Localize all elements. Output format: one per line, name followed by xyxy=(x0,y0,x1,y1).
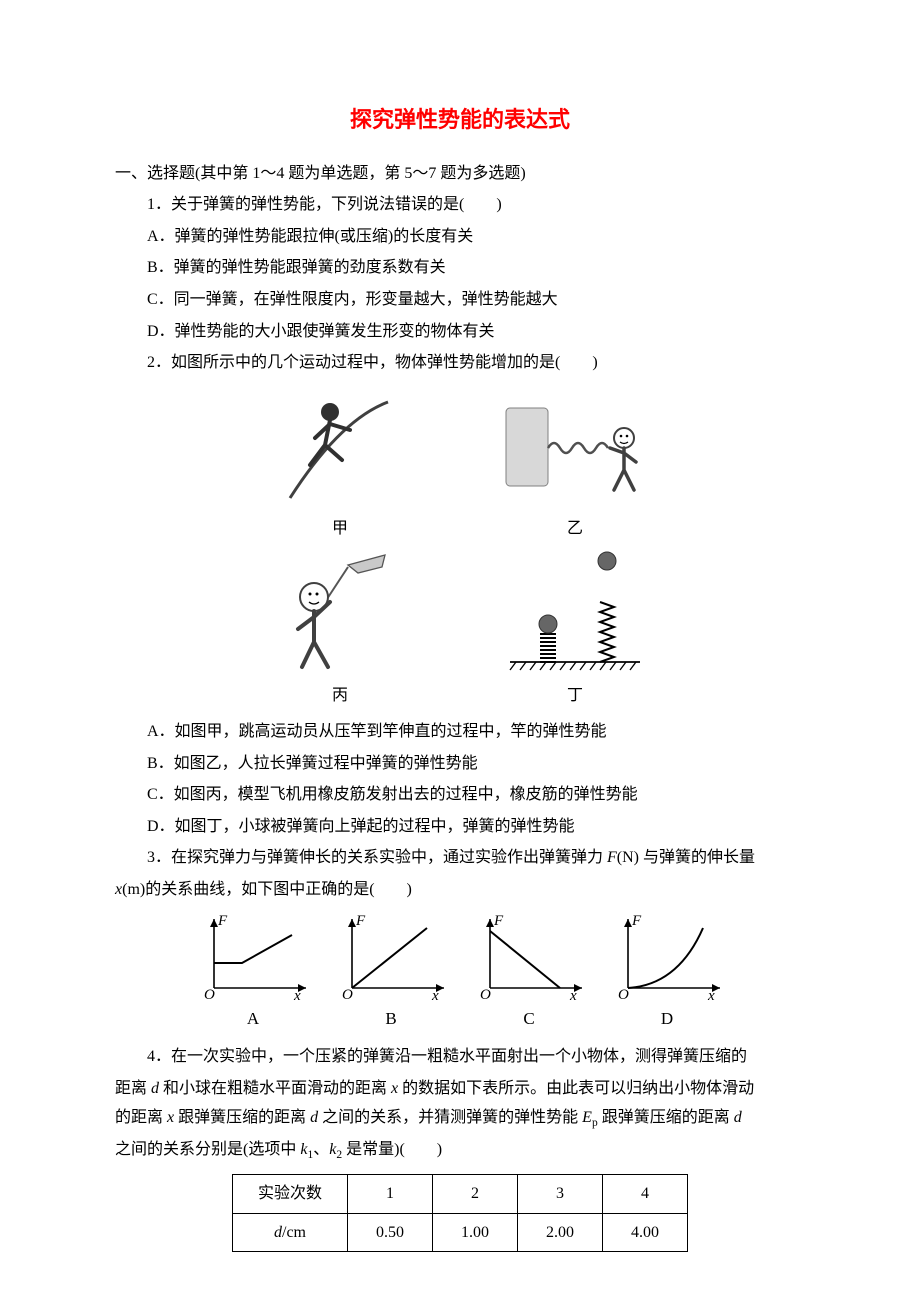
d-sym: d xyxy=(274,1224,282,1241)
q3-stem-mid1: (N) 与弹簧的伸长量 xyxy=(617,849,755,866)
table-hdr-3: 3 xyxy=(518,1175,603,1214)
q3-stem: 3．在探究弹力与弹簧伸长的关系实验中，通过实验作出弹簧弹力 F(N) 与弹簧的伸… xyxy=(115,843,805,873)
q3-stem-line2: x(m)的关系曲线，如下图中正确的是( ) xyxy=(115,875,805,905)
q3-cap-a: A xyxy=(247,1003,259,1034)
q2-fig-ding: 丁 xyxy=(500,547,650,711)
q3-plots-row: F O x A F O x xyxy=(115,913,805,1034)
q4-d3: d xyxy=(734,1109,742,1126)
q2-figures: 甲 乙 xyxy=(115,390,805,711)
q4-line2: 距离 d 和小球在粗糙水平面滑动的距离 x 的数据如下表所示。由此表可以归纳出小… xyxy=(115,1074,805,1104)
q4-l3-mid3: 跟弹簧压缩的距离 xyxy=(598,1109,734,1126)
q4-l2-mid1: 和小球在粗糙水平面滑动的距离 xyxy=(159,1080,391,1097)
table-d-2: 1.00 xyxy=(433,1213,518,1252)
table-d-label: d/cm xyxy=(233,1213,348,1252)
plot-a-x: x xyxy=(293,988,301,1001)
q2-opt-d: D．如图丁，小球被弹簧向上弹起的过程中，弹簧的弹性势能 xyxy=(115,812,805,842)
q4-l1-pre: 4．在一次实验中，一个压紧的弹簧沿一粗糙水平面射出一个小物体，测得弹簧压缩的 xyxy=(147,1048,747,1065)
page-title: 探究弹性势能的表达式 xyxy=(115,100,805,141)
q4-line4: 之间的关系分别是(选项中 k1、k2 是常量)( ) xyxy=(115,1135,805,1166)
q2-cap-ding: 丁 xyxy=(567,681,583,711)
q3-stem-pre: 3．在探究弹力与弹簧伸长的关系实验中，通过实验作出弹簧弹力 xyxy=(147,849,607,866)
q4-l4-post: 是常量)( ) xyxy=(342,1141,442,1158)
table-hdr-4: 4 xyxy=(603,1175,688,1214)
plot-b-x: x xyxy=(431,988,439,1001)
q2-opt-c: C．如图丙，模型飞机用橡皮筋发射出去的过程中，橡皮筋的弹性势能 xyxy=(115,780,805,810)
q4-table: 实验次数 1 2 3 4 d/cm 0.50 1.00 2.00 4.00 xyxy=(232,1174,688,1252)
plot-d-x: x xyxy=(707,988,715,1001)
q1-opt-c: C．同一弹簧，在弹性限度内，形变量越大，弹性势能越大 xyxy=(115,285,805,315)
q4-l2-mid2: 的数据如下表所示。由此表可以归纳出小物体滑动 xyxy=(398,1080,754,1097)
table-d-4: 4.00 xyxy=(603,1213,688,1252)
q4-d2: d xyxy=(310,1109,318,1126)
q2-opt-a: A．如图甲，跳高运动员从压竿到竿伸直的过程中，竿的弹性势能 xyxy=(115,717,805,747)
q3-plot-c: F O x C xyxy=(470,913,588,1034)
q3-stem-mid2: (m)的关系曲线，如下图中正确的是( ) xyxy=(122,881,412,898)
plot-d-svg: F O x xyxy=(608,913,726,1001)
q2-cap-yi: 乙 xyxy=(567,514,583,544)
rubber-band-plane-icon xyxy=(270,547,410,677)
q4-l3-pre: 的距离 xyxy=(115,1109,167,1126)
table-hdr-2: 2 xyxy=(433,1175,518,1214)
q4-l2-pre: 距离 xyxy=(115,1080,151,1097)
plot-b-svg: F O x xyxy=(332,913,450,1001)
q1-opt-b: B．弹簧的弹性势能跟弹簧的劲度系数有关 xyxy=(115,253,805,283)
q3-plot-d: F O x D xyxy=(608,913,726,1034)
section-1: 一、选择题(其中第 1～4 题为单选题，第 5～7 题为多选题) 1．关于弹簧的… xyxy=(115,159,805,1253)
q2-stem: 2．如图所示中的几个运动过程中，物体弹性势能增加的是( ) xyxy=(115,348,805,378)
table-row: d/cm 0.50 1.00 2.00 4.00 xyxy=(233,1213,688,1252)
q4-l3-mid2: 之间的关系，并猜测弹簧的弹性势能 xyxy=(318,1109,582,1126)
q3-cap-d: D xyxy=(661,1003,673,1034)
q2-opt-b: B．如图乙，人拉长弹簧过程中弹簧的弹性势能 xyxy=(115,749,805,779)
table-d-1: 0.50 xyxy=(348,1213,433,1252)
q1-opt-d: D．弹性势能的大小跟使弹簧发生形变的物体有关 xyxy=(115,317,805,347)
page: 探究弹性势能的表达式 一、选择题(其中第 1～4 题为单选题，第 5～7 题为多… xyxy=(0,0,920,1292)
section-heading: 一、选择题(其中第 1～4 题为单选题，第 5～7 题为多选题) xyxy=(115,159,805,189)
q4-line1: 4．在一次实验中，一个压紧的弹簧沿一粗糙水平面射出一个小物体，测得弹簧压缩的 xyxy=(115,1042,805,1072)
q3-cap-c: C xyxy=(523,1003,534,1034)
spring-ball-icon xyxy=(500,547,650,677)
q3-cap-b: B xyxy=(385,1003,396,1034)
plot-c-O: O xyxy=(480,987,491,1001)
plot-c-x: x xyxy=(569,988,577,1001)
pole-vault-icon xyxy=(270,390,410,510)
q3-plot-b: F O x B xyxy=(332,913,450,1034)
q4-d1: d xyxy=(151,1080,159,1097)
plot-c-F: F xyxy=(493,913,504,929)
q2-fig-yi: 乙 xyxy=(500,390,650,544)
stretch-spring-icon xyxy=(500,390,650,510)
q3-F: F xyxy=(607,849,617,866)
plot-b-F: F xyxy=(355,913,366,929)
q2-fig-jia: 甲 xyxy=(270,390,410,544)
table-row: 实验次数 1 2 3 4 xyxy=(233,1175,688,1214)
q4-sep: 、 xyxy=(313,1141,329,1158)
plot-d-O: O xyxy=(618,987,629,1001)
q4-Ep-E: E xyxy=(582,1109,592,1126)
q4-line3: 的距离 x 跟弹簧压缩的距离 d 之间的关系，并猜测弹簧的弹性势能 Ep 跟弹簧… xyxy=(115,1103,805,1134)
plot-a-svg: F O x xyxy=(194,913,312,1001)
q2-figs-row2: 丙 xyxy=(115,547,805,711)
q1-stem: 1．关于弹簧的弹性势能，下列说法错误的是( ) xyxy=(115,190,805,220)
plot-b-O: O xyxy=(342,987,353,1001)
plot-a-F: F xyxy=(217,913,228,929)
plot-c-svg: F O x xyxy=(470,913,588,1001)
q3-plot-a: F O x A xyxy=(194,913,312,1034)
q3-plots: F O x A F O x xyxy=(115,913,805,1034)
table-hdr-1: 1 xyxy=(348,1175,433,1214)
plot-a-O: O xyxy=(204,987,215,1001)
q2-fig-bing: 丙 xyxy=(270,547,410,711)
q4-l4-pre: 之间的关系分别是(选项中 xyxy=(115,1141,300,1158)
table-d-3: 2.00 xyxy=(518,1213,603,1252)
plot-d-F: F xyxy=(631,913,642,929)
q1-opt-a: A．弹簧的弹性势能跟拉伸(或压缩)的长度有关 xyxy=(115,222,805,252)
q2-cap-bing: 丙 xyxy=(332,681,348,711)
d-unit: /cm xyxy=(282,1224,306,1241)
q2-figs-row1: 甲 乙 xyxy=(115,390,805,544)
q2-cap-jia: 甲 xyxy=(332,514,348,544)
q4-l3-mid1: 跟弹簧压缩的距离 xyxy=(174,1109,310,1126)
table-hdr-0: 实验次数 xyxy=(233,1175,348,1214)
